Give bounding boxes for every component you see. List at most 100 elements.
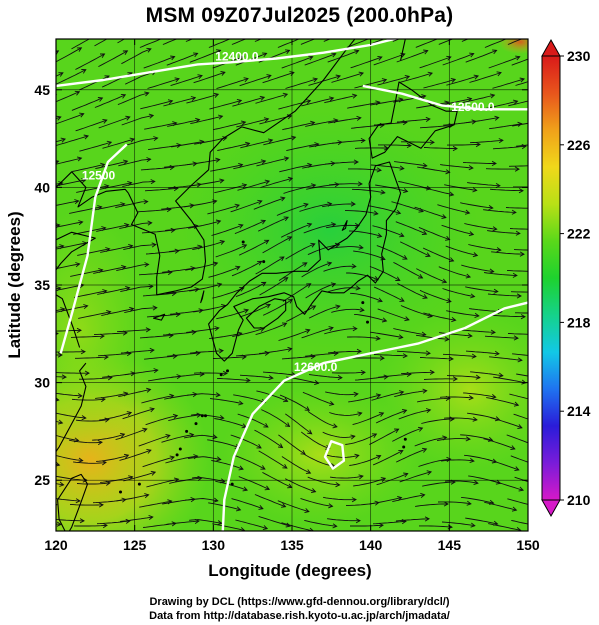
streamline-132	[56, 138, 66, 143]
streamline-arrowhead	[123, 453, 130, 459]
streamline-arrowhead	[399, 232, 405, 238]
streamline-arrowhead	[449, 14, 454, 18]
streamline-325	[423, 312, 456, 321]
streamline-25	[94, 39, 108, 47]
streamline-191	[375, 184, 408, 192]
streamline-517	[277, 500, 310, 513]
streamline-arrowhead	[465, 436, 471, 442]
streamline-340	[255, 322, 287, 336]
streamline-346	[393, 328, 426, 336]
streamline-114	[121, 114, 154, 126]
streamline-arrowhead	[475, 141, 481, 148]
streamline-arrowhead	[355, 285, 361, 291]
streamline-arrowhead	[543, 545, 547, 549]
streamline-arrowhead	[337, 544, 341, 548]
streamline-510	[116, 494, 149, 502]
streamline-arrowhead	[357, 411, 363, 417]
streamline-353	[56, 351, 86, 353]
streamline-55	[281, 56, 313, 69]
streamline-456	[392, 427, 423, 442]
x-tick-label: 135	[280, 537, 304, 553]
streamline-361	[235, 352, 269, 357]
y-tick-label: 25	[34, 472, 50, 488]
streamline-arrowhead	[240, 120, 247, 126]
streamline-453	[322, 431, 355, 438]
streamline-226	[165, 225, 198, 231]
streamline-308	[56, 308, 65, 312]
streamline-537	[235, 519, 268, 530]
streamline-arrowhead	[122, 159, 129, 165]
streamline-arrowhead	[149, 407, 155, 413]
streamline-108	[485, 100, 518, 109]
streamline-282	[438, 266, 471, 278]
streamline-129	[466, 117, 499, 124]
streamline-154	[56, 160, 59, 163]
streamline-439	[513, 413, 528, 420]
streamline-488	[123, 471, 156, 482]
streamline-50	[166, 52, 198, 66]
streamline-525	[461, 496, 494, 504]
streamline-arrowhead	[146, 448, 152, 454]
streamline-arrowhead	[173, 477, 180, 483]
streamline-103	[370, 98, 403, 106]
streamline-arrowhead	[419, 29, 423, 33]
map-title: MSM 09Z07Jul2025 (200.0hPa)	[145, 4, 454, 27]
streamline-369	[419, 357, 454, 360]
streamline-441	[56, 434, 79, 441]
streamline-196	[489, 188, 524, 192]
coast-korea	[127, 138, 224, 296]
streamline-330	[56, 333, 58, 334]
streamline-526	[484, 501, 517, 511]
streamline-476	[349, 455, 381, 466]
streamline-543	[372, 520, 406, 525]
streamline-504	[491, 480, 524, 491]
streamline-249	[192, 240, 225, 251]
streamline-arrowhead	[360, 369, 366, 376]
streamline-203	[137, 208, 171, 213]
streamline-175	[508, 165, 528, 167]
streamline-arrowhead	[266, 74, 272, 80]
streamline-arrowhead	[358, 71, 364, 77]
streamline-405	[233, 394, 266, 404]
streamline-459	[460, 434, 493, 441]
streamline-341	[278, 329, 310, 341]
streamline-arrowhead	[216, 49, 222, 54]
streamline-293	[189, 283, 222, 292]
streamline-20	[492, 14, 523, 26]
streamline-arrowhead	[305, 469, 312, 474]
streamline-arrowhead	[267, 138, 274, 144]
streamline-arrowhead	[356, 115, 362, 121]
streamline-112	[75, 119, 107, 132]
streamline-299	[327, 287, 360, 293]
streamline-arrowhead	[304, 508, 310, 514]
streamline-220	[56, 224, 60, 227]
streamline-arrowhead	[314, 380, 320, 386]
streamline-arrowhead	[471, 353, 477, 359]
streamline-arrowhead	[215, 157, 221, 163]
streamline-231	[280, 223, 312, 238]
streamline-arrowhead	[537, 332, 541, 336]
streamline-507	[56, 498, 80, 502]
island-12	[366, 320, 369, 324]
streamline-241	[509, 228, 528, 230]
streamline-559	[239, 542, 271, 549]
streamline-arrowhead	[512, 272, 518, 278]
streamline-141	[240, 139, 273, 149]
streamline-146	[354, 147, 389, 149]
streamline-arrowhead	[96, 33, 101, 37]
streamline-538	[258, 515, 291, 527]
streamline-arrowhead	[379, 122, 385, 128]
island-16	[204, 414, 207, 418]
streamline-463	[56, 455, 83, 462]
streamline-arrowhead	[219, 178, 225, 184]
streamline-arrowhead	[354, 453, 360, 459]
streamline-arrowhead	[262, 52, 268, 58]
streamline-arrowhead	[74, 199, 80, 205]
streamline-430	[307, 411, 338, 428]
streamline-arrowhead	[491, 160, 497, 166]
streamline-arrowhead	[264, 239, 270, 245]
streamline-336	[162, 331, 196, 336]
streamline-arrowhead	[256, 443, 262, 449]
coast-china	[56, 171, 129, 348]
